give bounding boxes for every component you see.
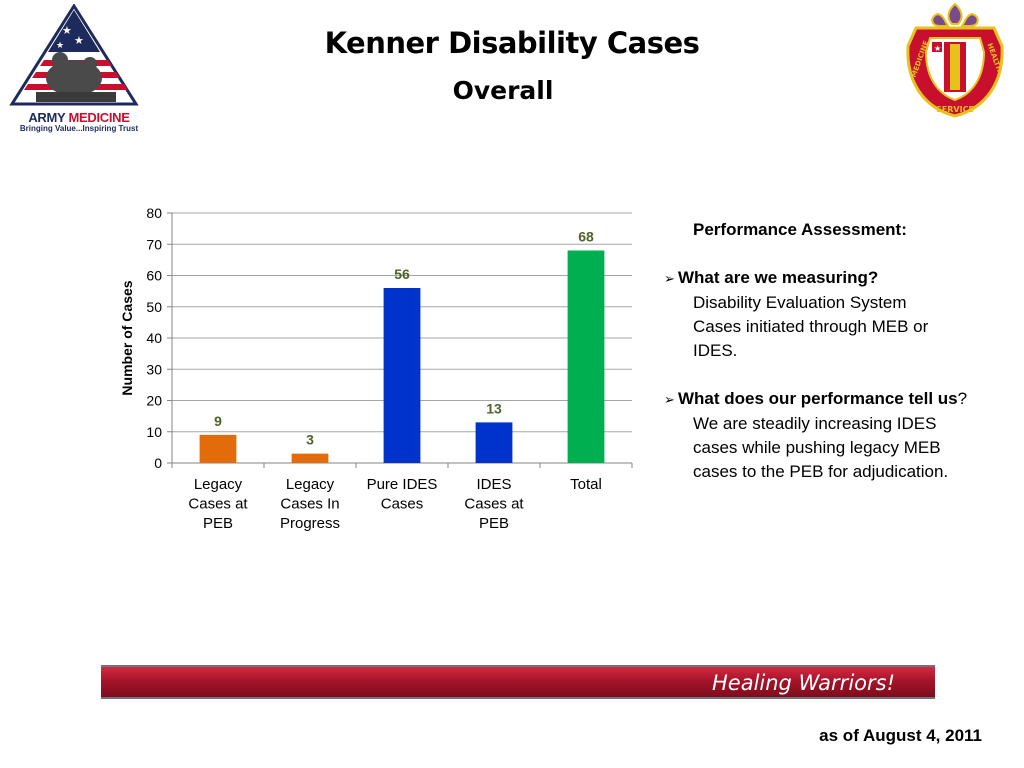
y-tick-label: 10 [146,424,162,440]
y-tick-label: 30 [146,361,162,377]
army-medicine-wordmark: ARMY MEDICINE [28,110,130,125]
assessment-question-2: ➢ What does our performance tell us? [664,387,1014,412]
bar [291,453,329,463]
x-category-label: Total [570,476,602,493]
crest-word-service: SERVICE [936,105,974,114]
y-axis-title: Number of Cases [119,280,135,395]
data-label: 9 [214,413,222,429]
as-of-date: as of August 4, 2011 [819,726,982,745]
assessment-heading: Performance Assessment: [693,220,907,239]
y-tick-label: 0 [154,455,162,471]
bar [383,288,421,463]
x-category-label: Legacy Cases at PEB [188,476,248,532]
y-tick-label: 60 [146,268,162,284]
assessment-answer-2: We are steadily increasing IDES cases wh… [693,414,949,481]
y-tick-label: 80 [146,205,162,221]
svg-text:★: ★ [56,41,64,51]
banner-text: Healing Warriors! [712,671,895,695]
medical-service-crest-icon: ★ MEDICINE HEALTH SERVICE [906,2,1004,118]
x-category-label: Pure IDES Cases [367,476,438,513]
bar-chart-svg: 0 10 20 30 40 50 60 70 80 Number of Cases 9 Legacy C… [119,205,633,532]
y-tick-label: 50 [146,299,162,315]
army-medicine-logo-icon: ★ ★ ★ [9,4,139,106]
assessment-answer-1: Disability Evaluation System Cases initi… [693,293,929,360]
y-tick-label: 70 [146,236,162,252]
svg-text:★: ★ [934,44,941,53]
slide-subtitle: Overall [452,76,554,105]
army-medicine-logo: ★ ★ ★ ARMY MEDICINE Bringing Value...Ins… [8,4,142,133]
bar [567,250,605,463]
army-medicine-tagline: Bringing Value...Inspiring Trust [19,124,139,133]
bar [199,434,237,463]
x-category-label: Legacy Cases In Progress [280,476,340,532]
y-tick-label: 20 [146,393,162,409]
x-category-label: IDES Cases at PEB [464,476,524,532]
data-label: 13 [486,400,502,416]
disability-cases-chart: 0 10 20 30 40 50 60 70 80 Number of Cases 9 Legacy C… [100,195,660,555]
assessment-question-1: ➢ What are we measuring? [664,266,1014,291]
data-label: 68 [578,229,594,245]
arrow-bullet-icon: ➢ [664,392,675,407]
medical-service-crest: ★ MEDICINE HEALTH SERVICE [900,2,1010,120]
data-label: 3 [306,432,314,448]
svg-text:★: ★ [62,24,72,37]
bar [475,422,513,463]
slide-title: Kenner Disability Cases [324,26,700,60]
arrow-bullet-icon: ➢ [664,271,675,286]
y-tick-label: 40 [146,330,162,346]
performance-assessment: Performance Assessment: ➢ What are we mea… [664,218,1014,484]
svg-text:★: ★ [74,34,84,47]
healing-warriors-banner: Healing Warriors! [101,665,935,699]
data-label: 56 [394,266,410,282]
